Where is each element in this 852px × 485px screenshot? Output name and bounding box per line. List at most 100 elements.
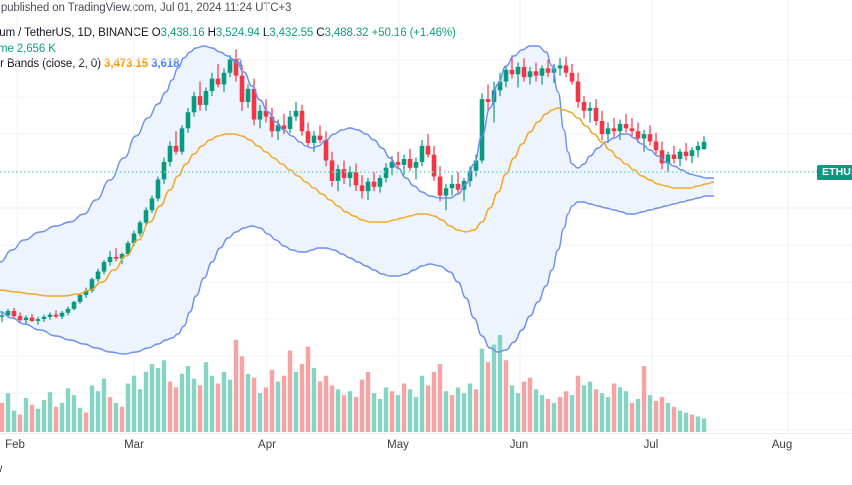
- candle-body: [485, 99, 491, 102]
- candle-body: [347, 172, 353, 178]
- time-axis-tick-apr: Apr: [258, 439, 276, 451]
- candle-body: [323, 140, 329, 161]
- volume-bar: [317, 381, 323, 432]
- volume-bar: [647, 395, 653, 432]
- candle-body: [77, 294, 83, 302]
- volume-bar: [185, 366, 191, 432]
- volume-bar: [191, 378, 197, 432]
- volume-bar: [281, 375, 287, 432]
- candle-body: [677, 151, 683, 159]
- candle-body: [89, 279, 95, 291]
- volume-bar: [203, 362, 209, 432]
- volume-bar: [401, 383, 407, 432]
- volume-bar: [575, 375, 581, 432]
- candle-body: [497, 81, 503, 91]
- candle-body: [593, 107, 599, 121]
- candle-body: [155, 179, 161, 199]
- candle-body: [653, 141, 659, 151]
- candle-body: [431, 154, 437, 177]
- candle-body: [11, 311, 17, 317]
- candle-body: [95, 271, 101, 280]
- candle-body: [509, 69, 515, 75]
- volume-bar: [263, 387, 269, 432]
- volume-bar: [35, 408, 41, 432]
- volume-bar: [509, 385, 515, 432]
- candle-body: [203, 91, 209, 105]
- volume-bar: [485, 362, 491, 432]
- time-axis-tick-mar: Mar: [124, 439, 144, 451]
- candle-body: [581, 102, 587, 111]
- bollinger-lines: [0, 45, 715, 355]
- candle-body: [251, 88, 257, 120]
- volume-bar: [431, 371, 437, 432]
- volume-bar: [467, 383, 473, 432]
- volume-bar: [437, 364, 443, 432]
- volume-bar: [653, 400, 659, 432]
- candle-body: [401, 159, 407, 165]
- candle-body: [659, 150, 665, 164]
- volume-bar: [473, 389, 479, 432]
- volume-bar: [245, 373, 251, 432]
- volume-bar: [611, 383, 617, 432]
- volume-bar: [233, 339, 239, 432]
- volume-bar: [629, 402, 635, 432]
- chart-plot-area[interactable]: [0, 0, 852, 433]
- candle-body: [305, 131, 311, 143]
- candle-body: [425, 145, 431, 155]
- volume-bar: [521, 381, 527, 432]
- candle-body: [365, 181, 371, 192]
- candle-body: [59, 312, 65, 317]
- candle-body: [335, 169, 341, 181]
- volume-bar: [407, 389, 413, 432]
- volume-bar: [335, 389, 341, 432]
- volume-bar: [623, 391, 629, 432]
- price-badge-label: ETHUSDT: [822, 166, 852, 178]
- symbol-name[interactable]: Ethereum / TetherUS, 1D, BINANCE: [0, 27, 149, 39]
- volume-bar: [533, 389, 539, 432]
- chart-svg[interactable]: [0, 0, 852, 433]
- candle-body: [395, 161, 401, 165]
- volume-bar: [17, 414, 23, 432]
- candle-body: [311, 135, 317, 143]
- time-axis-tick-feb: Feb: [5, 439, 25, 451]
- current-price-badge[interactable]: ETHUSDT: [817, 165, 852, 180]
- bollinger-basis-line: [0, 107, 715, 297]
- candle-body: [167, 145, 173, 162]
- volume-bar: [359, 379, 365, 432]
- candle-body: [683, 151, 689, 157]
- volume-bar: [665, 402, 671, 432]
- candle-body: [71, 301, 77, 309]
- candle-body: [53, 314, 59, 317]
- volume-bar: [41, 399, 47, 432]
- candle-body: [83, 290, 89, 295]
- volume-bar: [425, 385, 431, 432]
- candle-body: [293, 110, 299, 117]
- candle-body: [23, 317, 29, 321]
- candle-body: [131, 233, 137, 244]
- candle-body: [449, 183, 455, 189]
- candle-body: [41, 316, 47, 320]
- volume-indicator-legend[interactable]: Volume 2,656 K: [0, 43, 56, 55]
- candle-body: [5, 311, 11, 316]
- volume-bar: [365, 371, 371, 432]
- candle-body: [575, 81, 581, 102]
- volume-bar: [239, 356, 245, 432]
- candle-body: [275, 125, 281, 132]
- candle-body: [227, 59, 233, 73]
- bollinger-lower-line: [0, 195, 714, 355]
- time-axis[interactable]: Feb Mar Apr May Jun Jul Aug: [0, 433, 852, 459]
- candle-body: [29, 317, 35, 321]
- volume-bar: [215, 383, 221, 432]
- candle-body: [215, 78, 221, 85]
- volume-bar: [689, 414, 695, 432]
- candle-body: [455, 183, 461, 190]
- volume-bar: [83, 412, 89, 432]
- candle-body: [161, 161, 167, 180]
- candle-body: [209, 78, 215, 92]
- symbol-legend[interactable]: Ethereum / TetherUS, 1D, BINANCE O3,438.…: [0, 27, 456, 39]
- volume-bar: [131, 375, 137, 432]
- volume-bar: [599, 393, 605, 432]
- volume-bar: [47, 392, 53, 432]
- high-value: 3,524.94: [215, 27, 260, 39]
- volume-bar: [179, 373, 185, 432]
